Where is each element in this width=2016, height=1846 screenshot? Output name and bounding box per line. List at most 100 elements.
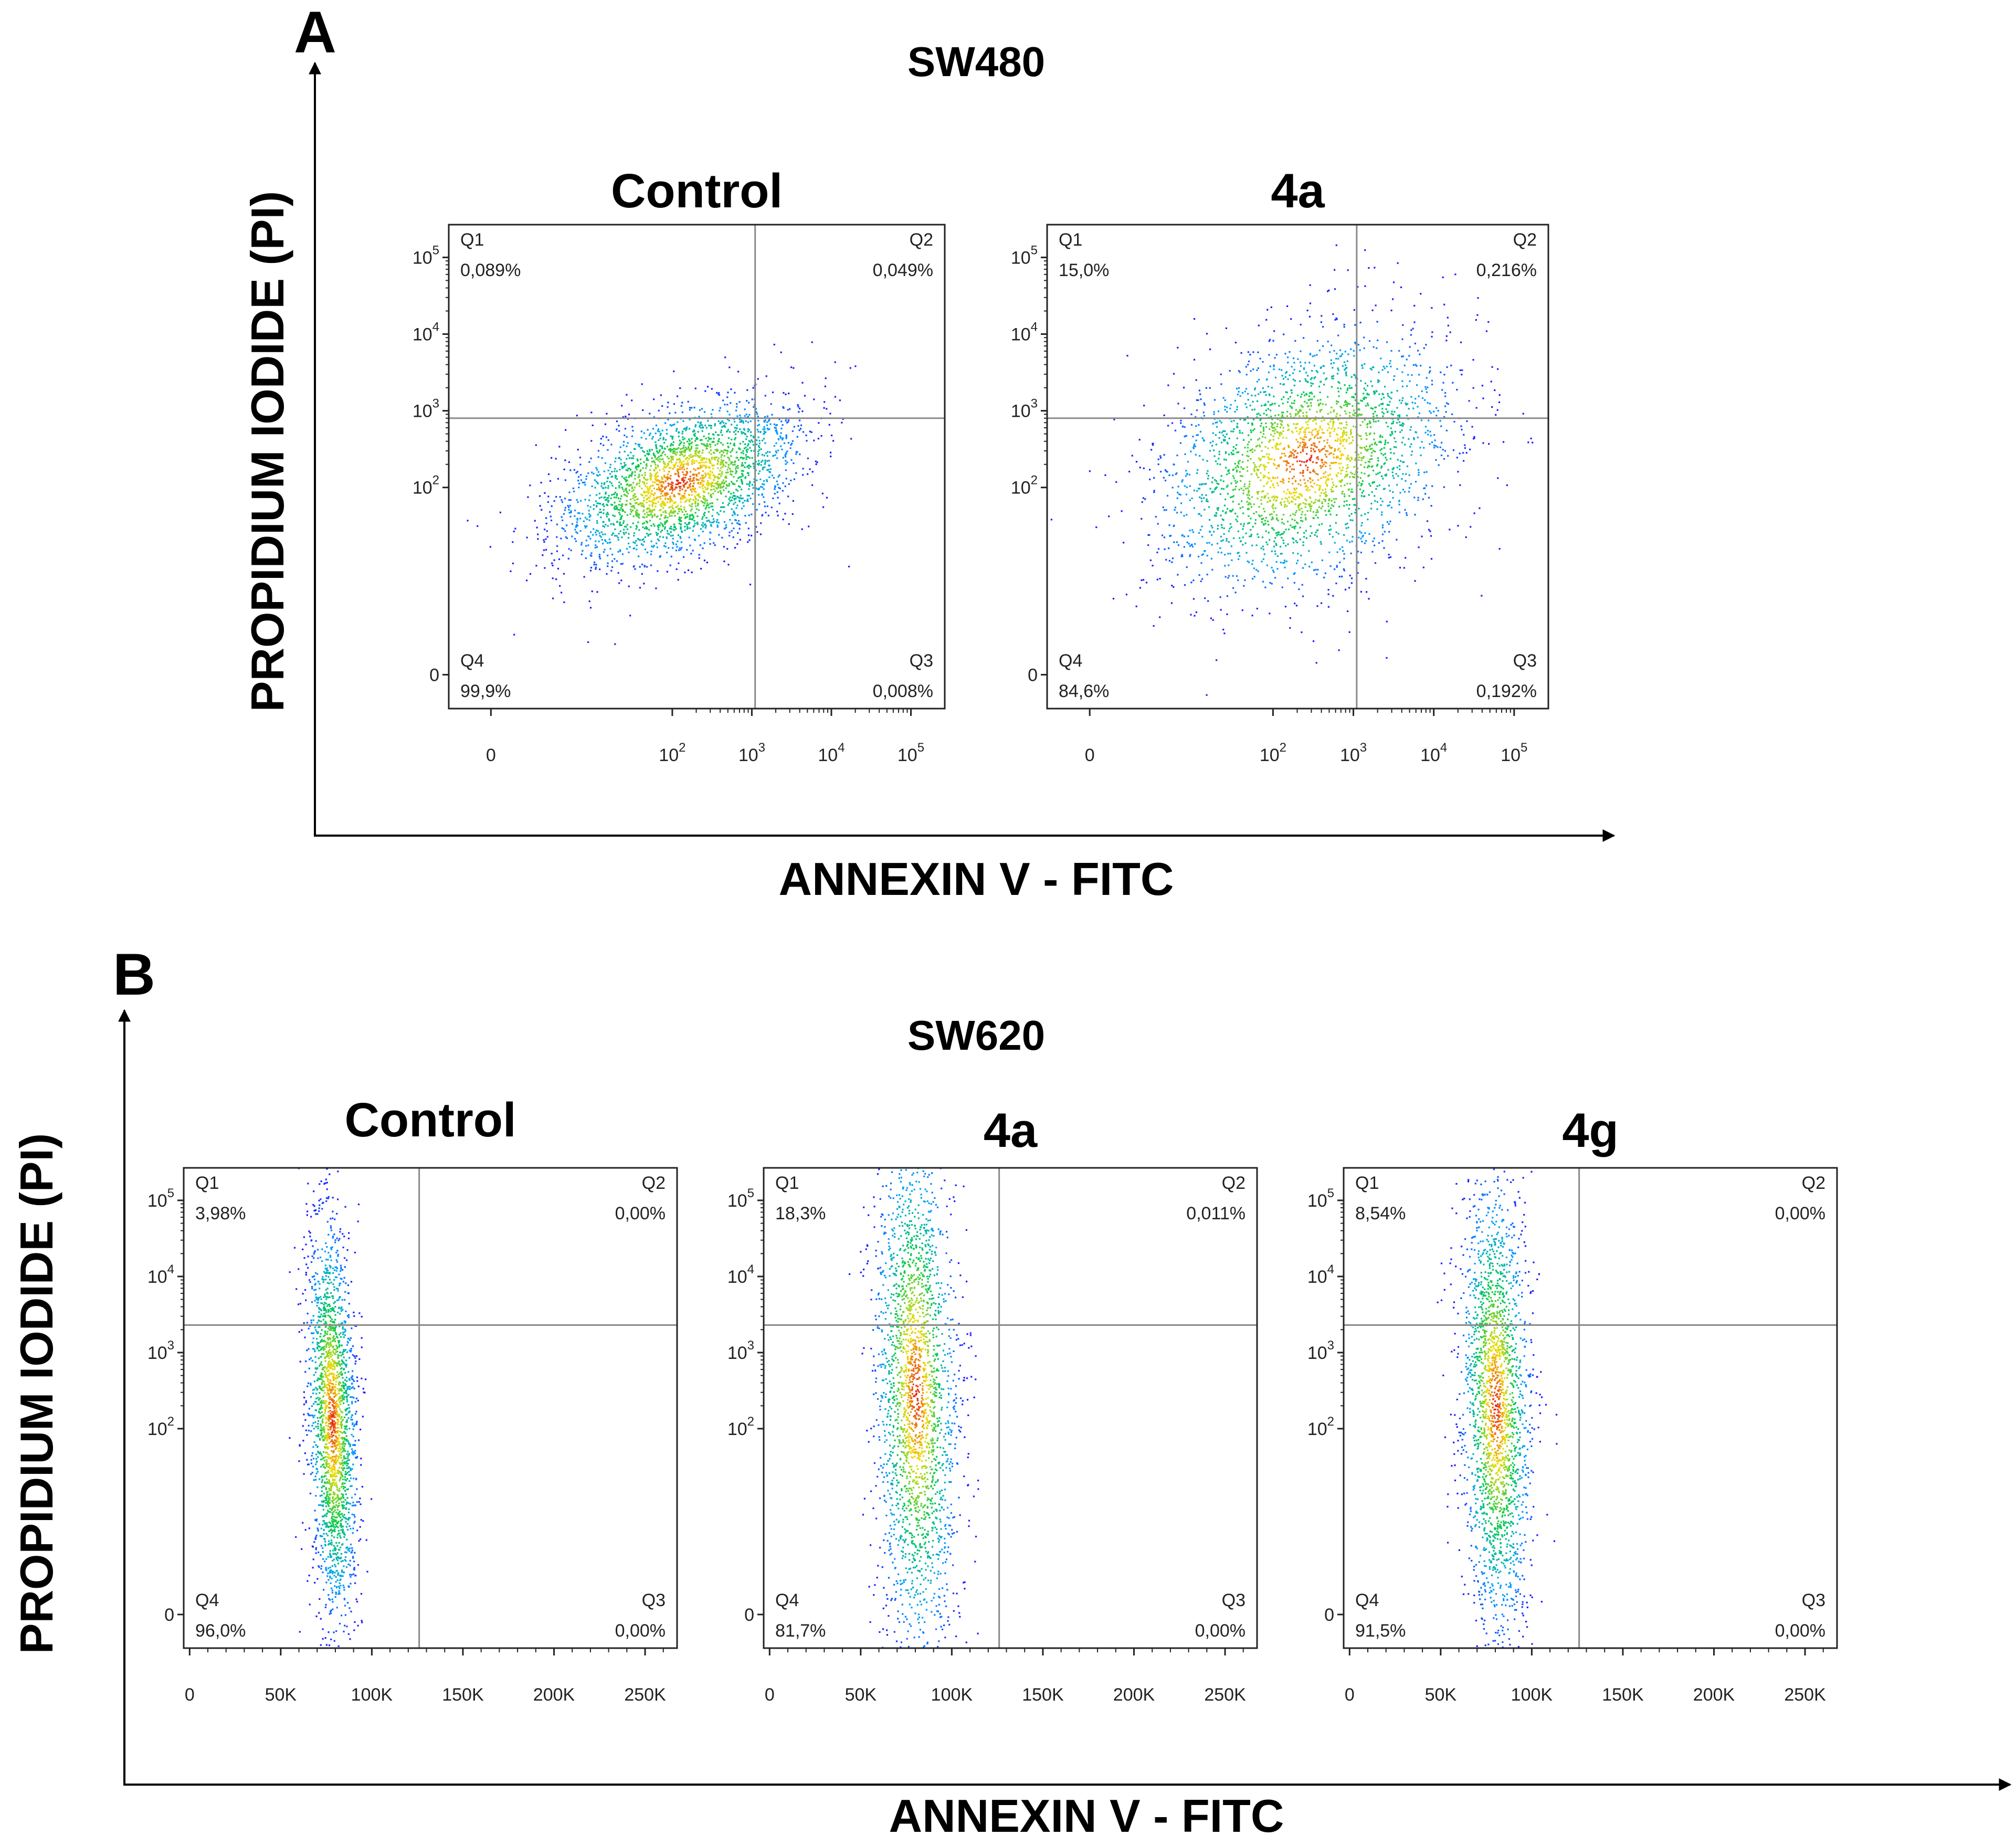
event-dot [1260,458,1262,460]
event-dot [744,415,746,417]
event-dot [717,483,720,485]
event-dot [673,403,675,405]
event-dot [1276,497,1278,499]
event-dot [1300,437,1302,439]
event-dot [1389,490,1391,492]
event-dot [1237,515,1239,518]
event-dot [1294,519,1296,521]
event-dot [1376,508,1378,510]
event-dot [706,487,709,489]
event-dot [1315,423,1317,425]
event-dot [717,491,719,493]
event-dot [774,454,776,456]
event-dot [549,511,551,513]
event-dot [628,585,630,587]
event-dot [1256,491,1258,493]
event-dot [673,466,675,468]
event-dot [1250,535,1252,537]
event-dot [1213,399,1216,401]
event-dot [1262,433,1265,435]
event-dot [1278,368,1280,371]
event-dot [613,524,615,526]
event-dot [729,366,731,368]
event-dot [1332,425,1334,427]
event-dot [661,486,663,488]
event-dot [1248,492,1250,494]
event-dot [748,494,751,497]
event-dot [617,509,619,511]
event-dot [1312,461,1314,463]
event-dot [1287,356,1289,358]
event-dot [596,591,598,593]
event-dot [570,510,572,512]
event-dot [769,471,771,473]
event-dot [766,469,768,471]
event-dot [1306,490,1308,492]
event-dot [657,501,659,503]
event-dot [728,457,730,459]
event-dot [704,486,706,488]
event-dot [1319,392,1321,394]
event-dot [1291,402,1293,404]
event-dot [694,435,696,437]
event-dot [664,545,667,547]
event-dot [1409,429,1411,431]
event-dot [686,472,688,474]
event-dot [626,445,628,447]
event-dot [610,523,612,525]
event-dot [1272,477,1274,479]
event-dot [680,501,682,503]
event-dot [698,557,700,559]
event-dot [679,520,681,522]
event-dot [785,463,787,465]
event-dot [629,513,631,515]
event-dot [727,471,729,473]
event-dot [566,537,568,539]
event-dot [1333,505,1335,508]
event-dot [609,548,611,550]
event-dot [594,561,596,563]
event-dot [653,488,656,490]
event-dot [1303,436,1305,438]
event-dot [733,483,736,486]
event-dot [1237,393,1239,396]
event-dot [1257,493,1259,495]
event-dot [668,457,670,459]
event-dot [725,526,727,529]
event-dot [1350,457,1353,459]
event-dot [1189,545,1191,547]
event-dot [1346,402,1348,404]
event-dot [1431,307,1433,309]
event-dot [1207,478,1209,480]
event-dot [1435,445,1437,447]
event-dot [706,562,708,564]
event-dot [595,564,597,566]
event-dot [1213,455,1216,457]
event-dot [1343,569,1345,572]
event-dot [1173,463,1175,466]
event-dot [724,356,726,358]
event-dot [1437,409,1439,412]
event-dot [1334,269,1336,271]
event-dot [512,562,514,565]
event-dot [658,450,660,453]
event-dot [1317,458,1320,460]
event-dot [1453,420,1455,423]
event-dot [753,436,755,438]
event-dot [1308,395,1311,397]
event-dot [1178,493,1180,495]
event-dot [1256,369,1258,371]
event-dot [1218,483,1220,485]
event-dot [654,474,656,477]
event-dot [1408,491,1410,493]
event-dot [1385,474,1387,477]
event-dot [619,500,621,502]
event-dot [655,476,657,478]
event-dot [589,554,592,556]
event-dot [598,497,600,499]
event-dot [1230,496,1232,499]
event-dot [832,440,835,442]
event-dot [615,487,617,489]
event-dot [1326,483,1328,486]
event-dot [753,450,755,452]
